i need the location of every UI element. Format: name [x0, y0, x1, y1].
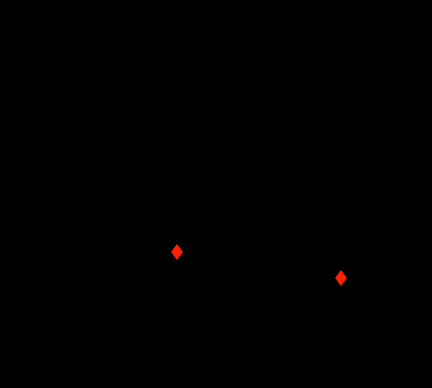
Polygon shape [336, 271, 346, 285]
Polygon shape [172, 245, 182, 259]
